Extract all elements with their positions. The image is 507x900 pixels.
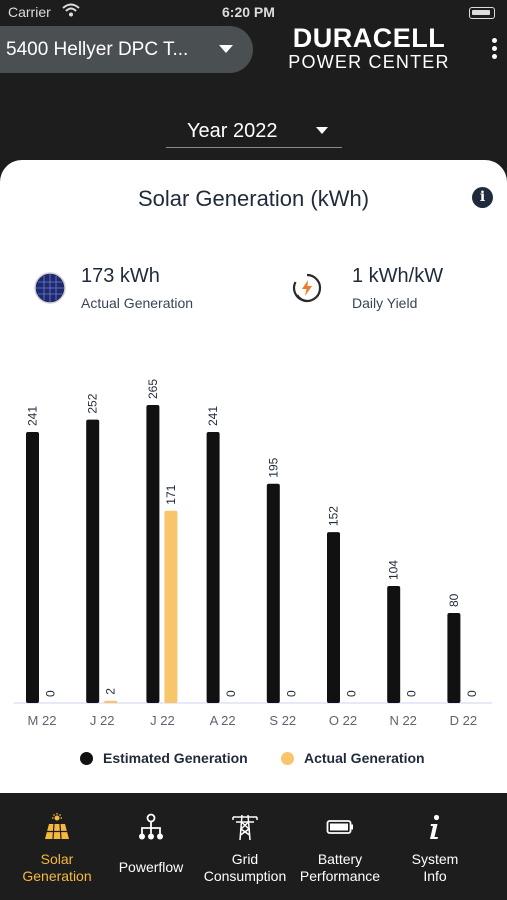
legend-estimated: Estimated Generation [80,750,248,766]
carrier-label: Carrier [8,4,51,20]
tab-label: Battery [317,851,363,867]
daily-yield-label: Daily Yield [352,295,418,311]
actual-generation-label: Actual Generation [81,295,194,311]
brand-line-2: POWER CENTER [288,52,450,72]
data-label: 152 [327,506,341,526]
chevron-down-icon [219,45,233,53]
solar-panel-icon [34,272,66,304]
x-tick-label: S 22 [269,713,296,728]
legend-estimated-label: Estimated Generation [103,750,248,766]
bar-estimated [206,431,220,703]
x-tick-label: N 22 [389,713,416,728]
tab-grid-consumption[interactable]: Grid Consumption [197,793,293,900]
wifi-icon [62,2,80,21]
year-selector[interactable]: Year 2022 [166,114,342,148]
data-label: 195 [266,457,280,477]
data-label: 265 [146,379,160,399]
data-label: 0 [224,690,238,697]
legend-actual-swatch [281,751,294,765]
legend-actual-label: Actual Generation [304,750,425,766]
chart-legend: Estimated Generation Actual Generation [0,750,507,770]
data-label: 0 [405,690,419,697]
site-name: 5400 Hellyer DPC T... [6,38,189,60]
x-tick-label: M 22 [28,713,57,728]
bar-estimated [447,613,461,703]
battery-status-icon [469,7,495,19]
tab-label: Info [423,868,447,884]
brand-line-1: DURACELL [292,23,446,53]
data-label: 0 [284,690,298,697]
tab-label: Consumption [203,868,287,884]
bar-estimated [327,532,340,703]
data-label: 0 [465,690,479,697]
more-options-icon[interactable] [490,38,498,62]
bar-actual [164,510,178,703]
power-tower-icon [232,814,258,841]
legend-estimated-swatch [80,751,93,765]
x-tick-label: D 22 [450,713,477,728]
year-label: Year 2022 [187,120,278,142]
tab-label: Generation [22,868,92,884]
yield-icon [292,273,322,303]
tab-label: System [411,851,459,867]
status-bar: Carrier 6:20 PM [0,0,507,26]
bar-estimated [266,483,280,703]
tab-label: Powerflow [118,859,184,875]
tab-solar-generation[interactable]: Solar Generation [9,793,105,900]
actual-generation-stat: 173 kWh Actual Generation [81,265,193,311]
info-icon [430,814,440,839]
site-selector[interactable]: 5400 Hellyer DPC T... [0,26,253,73]
bar-actual [104,700,118,703]
clock: 6:20 PM [222,4,275,20]
chevron-down-icon [316,127,328,134]
data-label: 0 [345,690,359,697]
info-icon[interactable]: i [472,187,493,208]
solar-generation-card: Solar Generation (kWh) i 173 kWh Actual … [0,160,507,793]
x-tick-label: O 22 [329,713,357,728]
actual-generation-value: 173 kWh [81,265,160,287]
daily-yield-stat: 1 kWh/kW Daily Yield [352,265,443,311]
tab-powerflow[interactable]: Powerflow [103,793,199,900]
bar-estimated [26,431,39,703]
daily-yield-value: 1 kWh/kW [352,265,444,287]
bar-estimated [146,405,160,703]
solar-generation-chart: 241 0 M 22 252 2 J 22 265 171 J 22 241 0 A 22 195 0 S … [14,379,492,728]
data-label: 2 [104,688,118,695]
tab-battery-performance[interactable]: Battery Performance [292,793,388,900]
battery-icon [326,820,353,834]
brand-logo: DURACELL POWER CENTER [287,24,451,72]
bar-estimated [387,586,401,703]
tab-label: Grid [231,851,259,867]
legend-actual: Actual Generation [281,750,425,766]
data-label: 80 [447,593,461,607]
powerflow-icon [139,813,163,840]
bottom-tab-bar: Solar Generation Powerflow Grid Consumpt… [0,793,507,900]
x-tick-label: A 22 [210,713,236,728]
x-tick-label: J 22 [90,713,115,728]
bar-estimated [86,419,100,703]
data-label: 104 [387,560,401,580]
x-tick-label: J 22 [150,713,175,728]
data-label: 171 [164,484,178,504]
tab-system-info[interactable]: System Info [387,793,483,900]
tab-label: Solar [40,851,74,867]
tab-label: Performance [299,868,381,884]
data-label: 241 [206,406,220,426]
solar-panel-icon [45,813,69,840]
data-label: 241 [26,406,40,426]
card-title: Solar Generation (kWh) [137,186,370,211]
data-label: 252 [86,393,100,413]
data-label: 0 [44,690,58,697]
